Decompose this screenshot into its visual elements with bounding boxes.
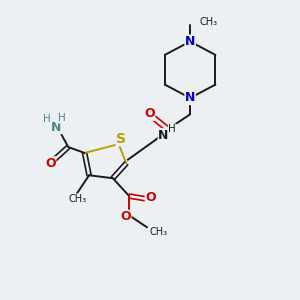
Text: N: N <box>158 129 169 142</box>
Text: O: O <box>144 107 155 120</box>
Text: H: H <box>43 114 51 124</box>
Text: H: H <box>58 113 66 123</box>
Text: N: N <box>51 121 62 134</box>
Text: O: O <box>120 210 131 224</box>
Text: N: N <box>185 92 195 104</box>
Text: N: N <box>185 35 195 48</box>
Text: CH₃: CH₃ <box>150 227 168 237</box>
Text: O: O <box>145 191 156 204</box>
Text: O: O <box>45 157 56 170</box>
Text: CH₃: CH₃ <box>68 194 86 204</box>
Text: S: S <box>116 132 126 146</box>
Text: CH₃: CH₃ <box>200 17 218 27</box>
Text: H: H <box>168 124 176 134</box>
